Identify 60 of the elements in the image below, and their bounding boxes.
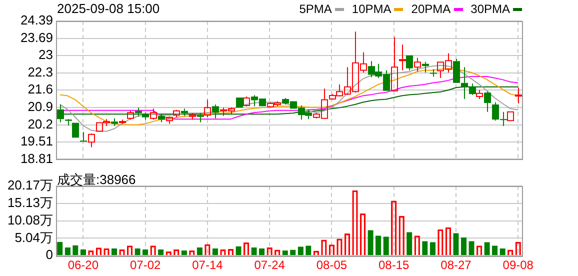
bar [492,246,498,256]
x-tick-label: 09-08 [502,258,534,272]
y-tick-label: 24.39 [20,12,53,28]
candlestick [158,114,165,123]
candlestick [406,55,413,71]
bar [383,236,389,256]
bar [453,233,459,256]
y-tick-label: 22.3 [28,64,53,80]
bar [57,242,63,256]
chart-title: 2025-09-08 15:00 [57,1,160,16]
candlestick [212,104,219,119]
y-tick-label: 19.51 [20,133,53,148]
candlestick [484,91,491,112]
candlestick [135,107,142,117]
candlestick [469,83,476,96]
y-tick-label: 18.81 [20,150,53,166]
candlestick [204,99,211,118]
y-tick-label: 5.04万 [14,230,53,245]
x-tick-label: 08-05 [316,258,348,272]
candlestick [422,61,429,74]
x-tick-label: 08-15 [378,258,410,272]
bar [406,232,412,256]
y-tick-label: 23.69 [20,30,53,45]
y-tick-label: 21.6 [28,82,53,97]
bar [468,241,474,256]
candlestick [197,112,204,123]
legend-label: 30PMA [470,2,511,16]
candlestick [181,108,188,116]
candlestick [142,112,149,120]
bar [368,230,374,256]
y-tick-label: 15.13万 [7,194,53,210]
candlestick [65,120,72,126]
candlestick [111,118,118,127]
candlestick [399,44,406,71]
candlestick [80,131,87,142]
bar [484,242,490,256]
x-tick-label: 07-14 [192,258,224,272]
bar [306,246,312,256]
legend-label: 20PMA [411,2,452,16]
bar [430,242,436,256]
bar [422,241,428,256]
chart-title: 成交量:38966 [57,171,136,189]
x-tick-label: 06-20 [68,258,99,272]
legend-label: 5PMA [299,2,333,16]
bar [72,245,78,256]
x-tick-label: 08-27 [440,258,472,272]
bar [375,236,382,256]
bar [460,237,467,256]
y-tick-label: 23 [38,47,53,62]
candlestick [57,104,64,123]
x-tick-label: 07-02 [130,258,161,272]
x-tick-label: 07-24 [254,258,286,272]
y-tick-label: 20.9 [28,99,53,114]
candlestick [515,87,522,104]
candlestick [461,66,468,100]
y-tick-label: 20.17万 [7,178,53,193]
y-tick-label: 20.2 [28,116,53,132]
y-tick-label: 10.08万 [7,212,53,228]
y-tick-label: 0 [46,247,53,262]
legend-label: 10PMA [352,2,392,16]
